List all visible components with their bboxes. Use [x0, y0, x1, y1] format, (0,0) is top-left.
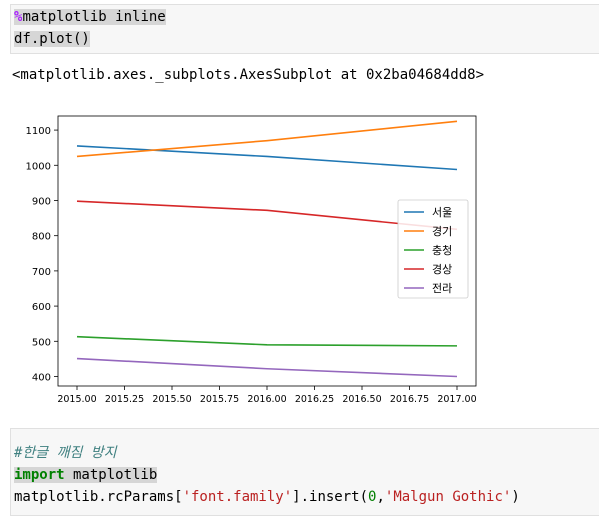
y-tick-label: 700 — [32, 267, 51, 278]
font-family-string: 'font.family' — [182, 489, 293, 505]
legend-label: 전라 — [432, 282, 452, 295]
x-tick-label: 2015.75 — [200, 394, 239, 405]
x-tick-label: 2015.00 — [57, 394, 96, 405]
legend-label: 충청 — [432, 244, 452, 257]
insert-index: 0 — [368, 489, 377, 505]
import-module: matplotlib — [64, 467, 158, 483]
series-line-4 — [76, 357, 458, 378]
y-tick-label: 600 — [32, 302, 51, 313]
x-tick-label: 2016.75 — [390, 394, 429, 405]
y-tick-label: 1100 — [26, 126, 51, 137]
comment-text: #한글 깨짐 방지 — [14, 445, 117, 461]
rcparams-prefix: matplotlib.rcParams[ — [14, 489, 183, 505]
legend-label: 서울 — [432, 206, 452, 219]
x-tick-label: 2016.00 — [247, 394, 286, 405]
close-paren: ) — [511, 489, 520, 505]
y-tick-label: 500 — [32, 337, 51, 348]
x-tick-label: 2016.50 — [342, 394, 381, 405]
x-tick-label: 2017.00 — [437, 394, 476, 405]
code-cell-1[interactable]: %matplotlib inline df.plot() — [10, 4, 599, 54]
series-line-0 — [76, 145, 458, 171]
code-line-comment: #한글 깨짐 방지 — [14, 443, 117, 463]
magic-command: matplotlib inline — [22, 9, 166, 25]
output-chart-area: 400 500 600 700 800 900 1000 1100 2015.00 2015.25… — [10, 96, 599, 420]
legend-label: 경상 — [432, 263, 452, 276]
x-tick-label: 2015.25 — [105, 394, 144, 405]
line-chart: 400 500 600 700 800 900 1000 1100 2015.00 2015.25… — [26, 115, 477, 405]
y-tick-label: 400 — [32, 372, 51, 383]
plot-call: df.plot() — [14, 31, 90, 47]
series-line-3 — [76, 200, 458, 231]
font-name-string: 'Malgun Gothic' — [384, 489, 512, 505]
import-keyword: import — [14, 467, 65, 483]
y-tick-label: 900 — [32, 196, 51, 207]
code-cell-2[interactable]: #한글 깨짐 방지 import matplotlib matplotlib.r… — [10, 428, 599, 516]
y-tick-label: 800 — [32, 232, 51, 243]
series-line-1 — [76, 120, 458, 158]
x-tick-label: 2015.50 — [152, 394, 191, 405]
legend-box — [397, 199, 469, 299]
insert-call: ].insert( — [292, 489, 369, 505]
comma: , — [376, 489, 385, 505]
legend-label: 경기 — [432, 225, 452, 238]
code-line-import: import matplotlib — [14, 465, 158, 485]
code-line-plot: df.plot() — [14, 29, 90, 49]
magic-percent: % — [14, 9, 23, 25]
y-tick-label: 1000 — [26, 161, 51, 172]
x-tick-label: 2016.25 — [295, 394, 334, 405]
series-line-2 — [76, 335, 458, 347]
code-line-magic: %matplotlib inline — [14, 7, 166, 27]
output-repr: <matplotlib.axes._subplots.AxesSubplot a… — [12, 67, 485, 83]
code-line-rcparams: matplotlib.rcParams['font.family'].inser… — [14, 487, 520, 507]
